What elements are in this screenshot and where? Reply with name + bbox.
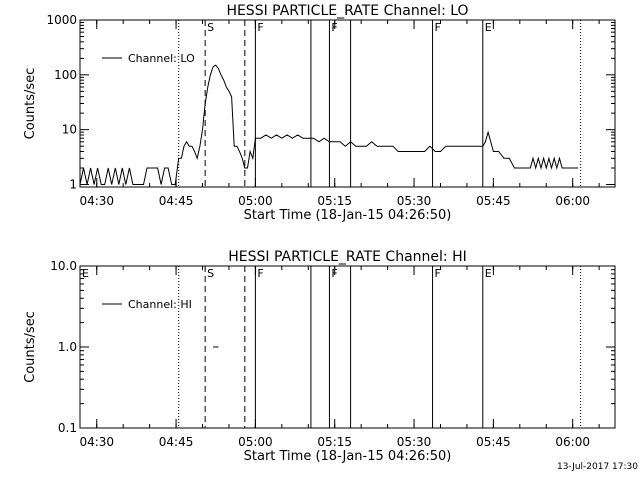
y-tick-label: 100	[54, 68, 77, 82]
x-tick-label: 05:15	[317, 435, 352, 449]
chart-panel-2: HESSI PARTICLE_RATE Channel: HI 0.1 1.0 10.…	[23, 249, 616, 464]
chart-panels: HESSI PARTICLE_RATE Channel: LO 1 10 100 100…	[23, 3, 616, 464]
x-tick-label: 05:30	[397, 435, 432, 449]
y-axis-label: Counts/sec	[23, 68, 38, 140]
time-marker-label: S	[207, 21, 214, 34]
time-marker-label: F	[331, 21, 337, 34]
y-tick-label: 1000	[46, 13, 77, 27]
x-tick-label: 05:15	[317, 194, 352, 208]
x-tick-label: 05:00	[238, 435, 273, 449]
x-tick-label: 06:00	[555, 435, 590, 449]
y-tick-label: 10.0	[50, 259, 77, 273]
time-marker-label: F	[435, 21, 441, 34]
x-tick-label: 05:45	[476, 435, 511, 449]
x-tick-label: 05:00	[238, 194, 273, 208]
y-tick-label: 10	[62, 123, 77, 137]
time-marker-label: E	[485, 267, 492, 280]
x-tick-label: 05:30	[397, 194, 432, 208]
chart-title: HESSI PARTICLE_RATE Channel: LO	[226, 3, 468, 19]
y-tick-label: 0.1	[58, 421, 77, 435]
time-marker-label: F	[257, 21, 263, 34]
x-tick-label: 04:30	[79, 194, 114, 208]
x-tick-label: 05:45	[476, 194, 511, 208]
legend-label: Channel: LO	[128, 52, 195, 65]
legend-label: Channel: HI	[128, 298, 192, 311]
time-marker-label: E	[485, 21, 492, 34]
time-marker-label: F	[257, 267, 263, 280]
y-tick-label: 1	[69, 177, 77, 191]
y-tick-label: 1.0	[58, 340, 77, 354]
x-tick-label: 04:45	[159, 435, 194, 449]
chart-title: HESSI PARTICLE_RATE Channel: HI	[228, 249, 466, 265]
x-tick-label: 04:45	[159, 194, 194, 208]
data-series-line	[79, 64, 578, 185]
time-marker-label: E	[82, 267, 89, 280]
x-axis-label: Start Time (18-Jan-15 04:26:50)	[244, 208, 452, 223]
y-axis-label: Counts/sec	[23, 311, 38, 383]
x-tick-label: 04:30	[79, 435, 114, 449]
chart-panel-1: HESSI PARTICLE_RATE Channel: LO 1 10 100 100…	[23, 3, 616, 223]
time-marker-label: F	[331, 267, 337, 280]
x-axis-label: Start Time (18-Jan-15 04:26:50)	[244, 449, 452, 464]
footer-timestamp: 13-Jul-2017 17:30	[556, 462, 638, 472]
time-marker-label: S	[207, 267, 214, 280]
x-tick-label: 06:00	[555, 194, 590, 208]
time-marker-label: F	[435, 267, 441, 280]
